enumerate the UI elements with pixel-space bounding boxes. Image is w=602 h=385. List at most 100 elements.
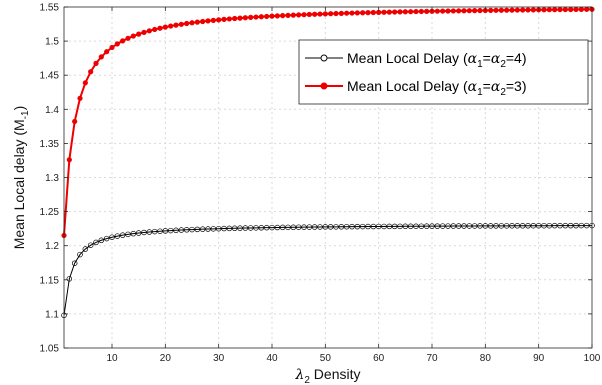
data-point xyxy=(306,224,313,230)
y-tick-label: 1.4 xyxy=(45,105,59,116)
data-point xyxy=(392,9,398,15)
series-line xyxy=(63,8,593,236)
x-tick-label: 70 xyxy=(426,353,438,364)
legend-equals: = xyxy=(483,50,491,66)
data-point xyxy=(349,10,355,16)
data-point xyxy=(557,6,563,13)
data-point xyxy=(408,9,414,15)
legend-alpha-symbol: α xyxy=(468,51,478,67)
x-axis-label-symbol: λ xyxy=(294,367,304,383)
data-point xyxy=(360,10,366,16)
data-point xyxy=(482,223,489,229)
y-tick-label: 1.3 xyxy=(45,173,59,184)
data-point xyxy=(322,224,329,230)
data-point xyxy=(354,10,360,16)
data-point xyxy=(178,227,185,233)
data-point xyxy=(418,223,425,229)
data-point xyxy=(290,12,296,18)
y-tick-label: 1.15 xyxy=(40,275,60,286)
data-point xyxy=(402,9,408,15)
data-point xyxy=(520,7,526,13)
data-point xyxy=(402,223,409,230)
data-point xyxy=(210,17,216,23)
data-point xyxy=(514,223,521,229)
y-axis-label: Mean Local delay (M-1) xyxy=(11,106,31,250)
data-point xyxy=(375,223,382,230)
data-point xyxy=(295,224,302,230)
data-point xyxy=(71,260,78,266)
data-point xyxy=(253,225,259,231)
data-point xyxy=(301,224,307,230)
data-point xyxy=(146,229,153,235)
data-point xyxy=(242,225,249,231)
data-point xyxy=(354,223,361,230)
data-point xyxy=(322,11,328,17)
data-point xyxy=(109,234,115,240)
data-point xyxy=(386,223,393,230)
data-point xyxy=(407,223,414,230)
data-point xyxy=(130,230,137,237)
data-point xyxy=(456,8,462,14)
legend-equals: = xyxy=(483,78,491,94)
data-point xyxy=(413,8,419,15)
y-tick-label: 1.5 xyxy=(45,37,59,48)
data-point xyxy=(440,8,446,14)
data-point xyxy=(472,8,478,14)
y-tick-label: 1.2 xyxy=(45,241,59,252)
data-point xyxy=(114,41,120,47)
data-point xyxy=(546,222,553,229)
data-point xyxy=(455,223,462,229)
data-point xyxy=(562,222,569,229)
data-point xyxy=(434,8,440,14)
data-point xyxy=(487,223,494,229)
data-point xyxy=(349,223,355,230)
data-point xyxy=(285,224,291,231)
data-point xyxy=(279,224,286,231)
data-point xyxy=(135,230,142,236)
data-point xyxy=(461,223,467,229)
data-point xyxy=(450,223,457,229)
y-tick-label: 1.05 xyxy=(40,344,60,355)
data-point xyxy=(280,13,286,19)
data-point xyxy=(343,223,350,230)
y-tick-label: 1.35 xyxy=(40,139,60,150)
x-tick-label: 40 xyxy=(266,353,278,364)
data-point xyxy=(461,8,467,14)
data-point xyxy=(423,223,430,229)
data-point xyxy=(514,7,520,13)
data-point xyxy=(344,10,350,16)
data-point xyxy=(503,223,510,229)
legend-subscript-2: 2 xyxy=(500,87,506,98)
data-point xyxy=(263,224,270,231)
data-point xyxy=(434,223,441,229)
data-point xyxy=(146,28,152,34)
data-point xyxy=(541,222,547,229)
data-point xyxy=(333,10,339,17)
tick-labels: 10 20 30 40 50 60 70 80 90 100 1.05 1.1 1.15 1.2 1.25 1… xyxy=(40,3,601,365)
data-point xyxy=(445,8,451,14)
data-point xyxy=(567,222,574,229)
data-point xyxy=(568,6,574,13)
data-point xyxy=(317,11,323,17)
data-point xyxy=(493,223,499,229)
data-point xyxy=(258,14,264,20)
data-point xyxy=(583,222,590,229)
legend-alpha-symbol: α xyxy=(491,51,501,67)
data-point xyxy=(311,224,318,230)
data-point xyxy=(365,223,371,230)
data-point xyxy=(253,14,259,20)
data-point xyxy=(541,7,547,13)
data-point xyxy=(317,224,323,230)
data-point xyxy=(130,33,136,39)
data-point xyxy=(466,8,472,14)
x-axis-label-subscript: 2 xyxy=(304,375,310,385)
data-point xyxy=(338,10,344,16)
legend-value: =4) xyxy=(506,50,527,66)
data-point xyxy=(296,12,302,18)
legend: Mean Local Delay (α1=α2=4) Mean Local De… xyxy=(298,39,589,105)
data-point xyxy=(413,223,419,229)
x-axis-label-text: Density xyxy=(310,366,361,382)
data-point xyxy=(120,38,126,44)
data-point xyxy=(562,6,568,13)
